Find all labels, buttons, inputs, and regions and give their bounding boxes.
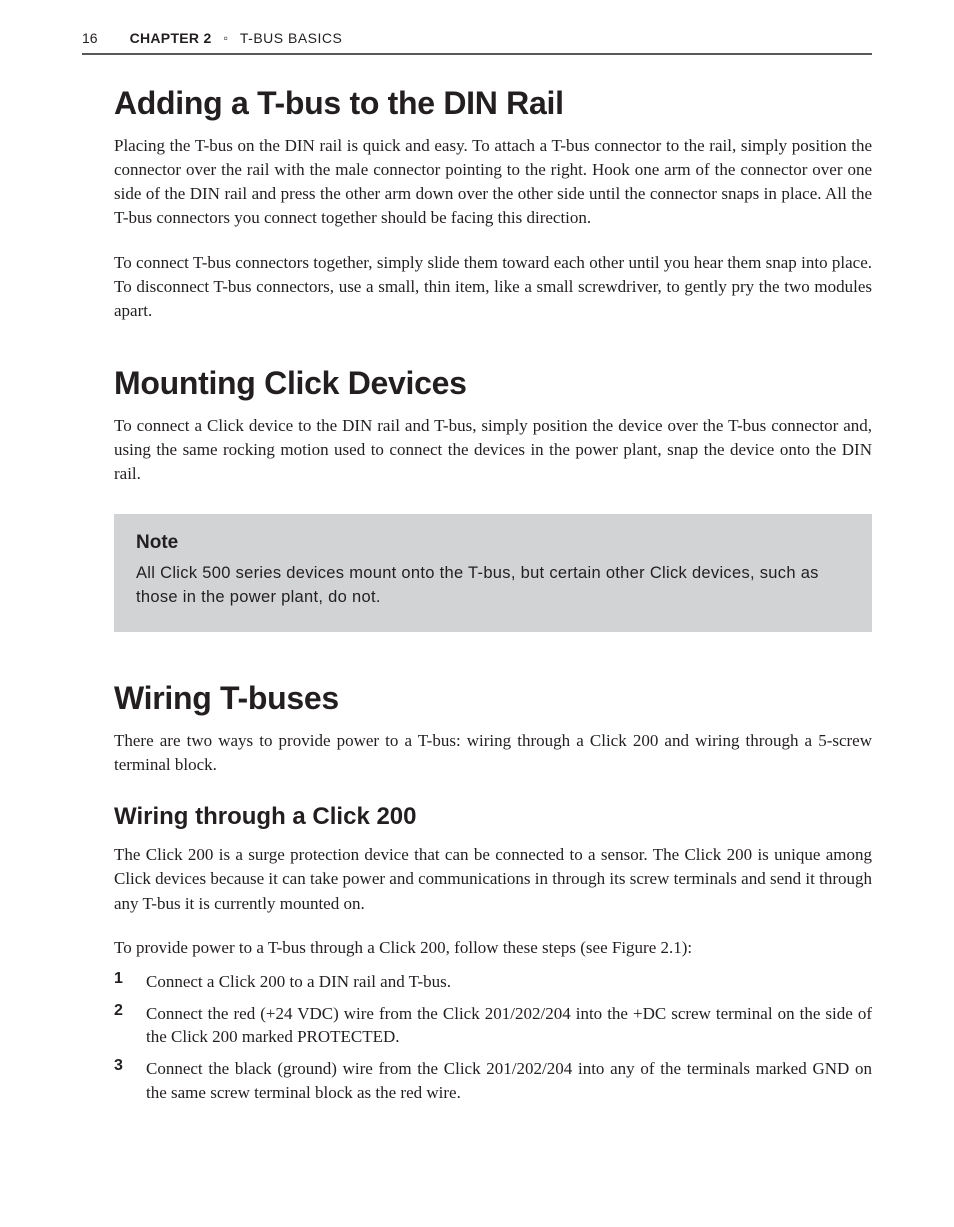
section-heading-adding-tbus: Adding a T-bus to the DIN Rail <box>114 85 872 122</box>
page-number: 16 <box>82 30 98 46</box>
body-paragraph: To provide power to a T-bus through a Cl… <box>114 936 872 960</box>
separator-icon: ▫ <box>224 31 228 45</box>
list-number: 1 <box>114 970 146 994</box>
subsection-heading-click200: Wiring through a Click 200 <box>114 803 872 831</box>
body-paragraph: There are two ways to provide power to a… <box>114 729 872 777</box>
body-paragraph: To connect a Click device to the DIN rai… <box>114 414 872 486</box>
body-paragraph: Placing the T-bus on the DIN rail is qui… <box>114 134 872 231</box>
ordered-list-item: 3 Connect the black (ground) wire from t… <box>114 1057 872 1105</box>
list-text: Connect the red (+24 VDC) wire from the … <box>146 1002 872 1050</box>
chapter-label: CHAPTER 2 <box>130 30 212 46</box>
list-text: Connect the black (ground) wire from the… <box>146 1057 872 1105</box>
note-text: All Click 500 series devices mount onto … <box>136 562 850 610</box>
body-paragraph: To connect T-bus connectors together, si… <box>114 251 872 323</box>
list-text: Connect a Click 200 to a DIN rail and T-… <box>146 970 872 994</box>
page-content: Adding a T-bus to the DIN Rail Placing t… <box>82 85 872 1105</box>
list-number: 2 <box>114 1002 146 1050</box>
ordered-list-item: 2 Connect the red (+24 VDC) wire from th… <box>114 1002 872 1050</box>
note-heading: Note <box>136 532 850 554</box>
section-heading-mounting: Mounting Click Devices <box>114 365 872 402</box>
ordered-list-item: 1 Connect a Click 200 to a DIN rail and … <box>114 970 872 994</box>
chapter-title: T-BUS BASICS <box>240 30 342 46</box>
note-box: Note All Click 500 series devices mount … <box>114 514 872 632</box>
list-number: 3 <box>114 1057 146 1105</box>
page-header: 16 CHAPTER 2 ▫ T-BUS BASICS <box>82 30 872 55</box>
body-paragraph: The Click 200 is a surge protection devi… <box>114 843 872 915</box>
page-container: 16 CHAPTER 2 ▫ T-BUS BASICS Adding a T-b… <box>0 0 954 1153</box>
section-heading-wiring: Wiring T-buses <box>114 680 872 717</box>
chapter-info: CHAPTER 2 ▫ T-BUS BASICS <box>130 30 343 48</box>
